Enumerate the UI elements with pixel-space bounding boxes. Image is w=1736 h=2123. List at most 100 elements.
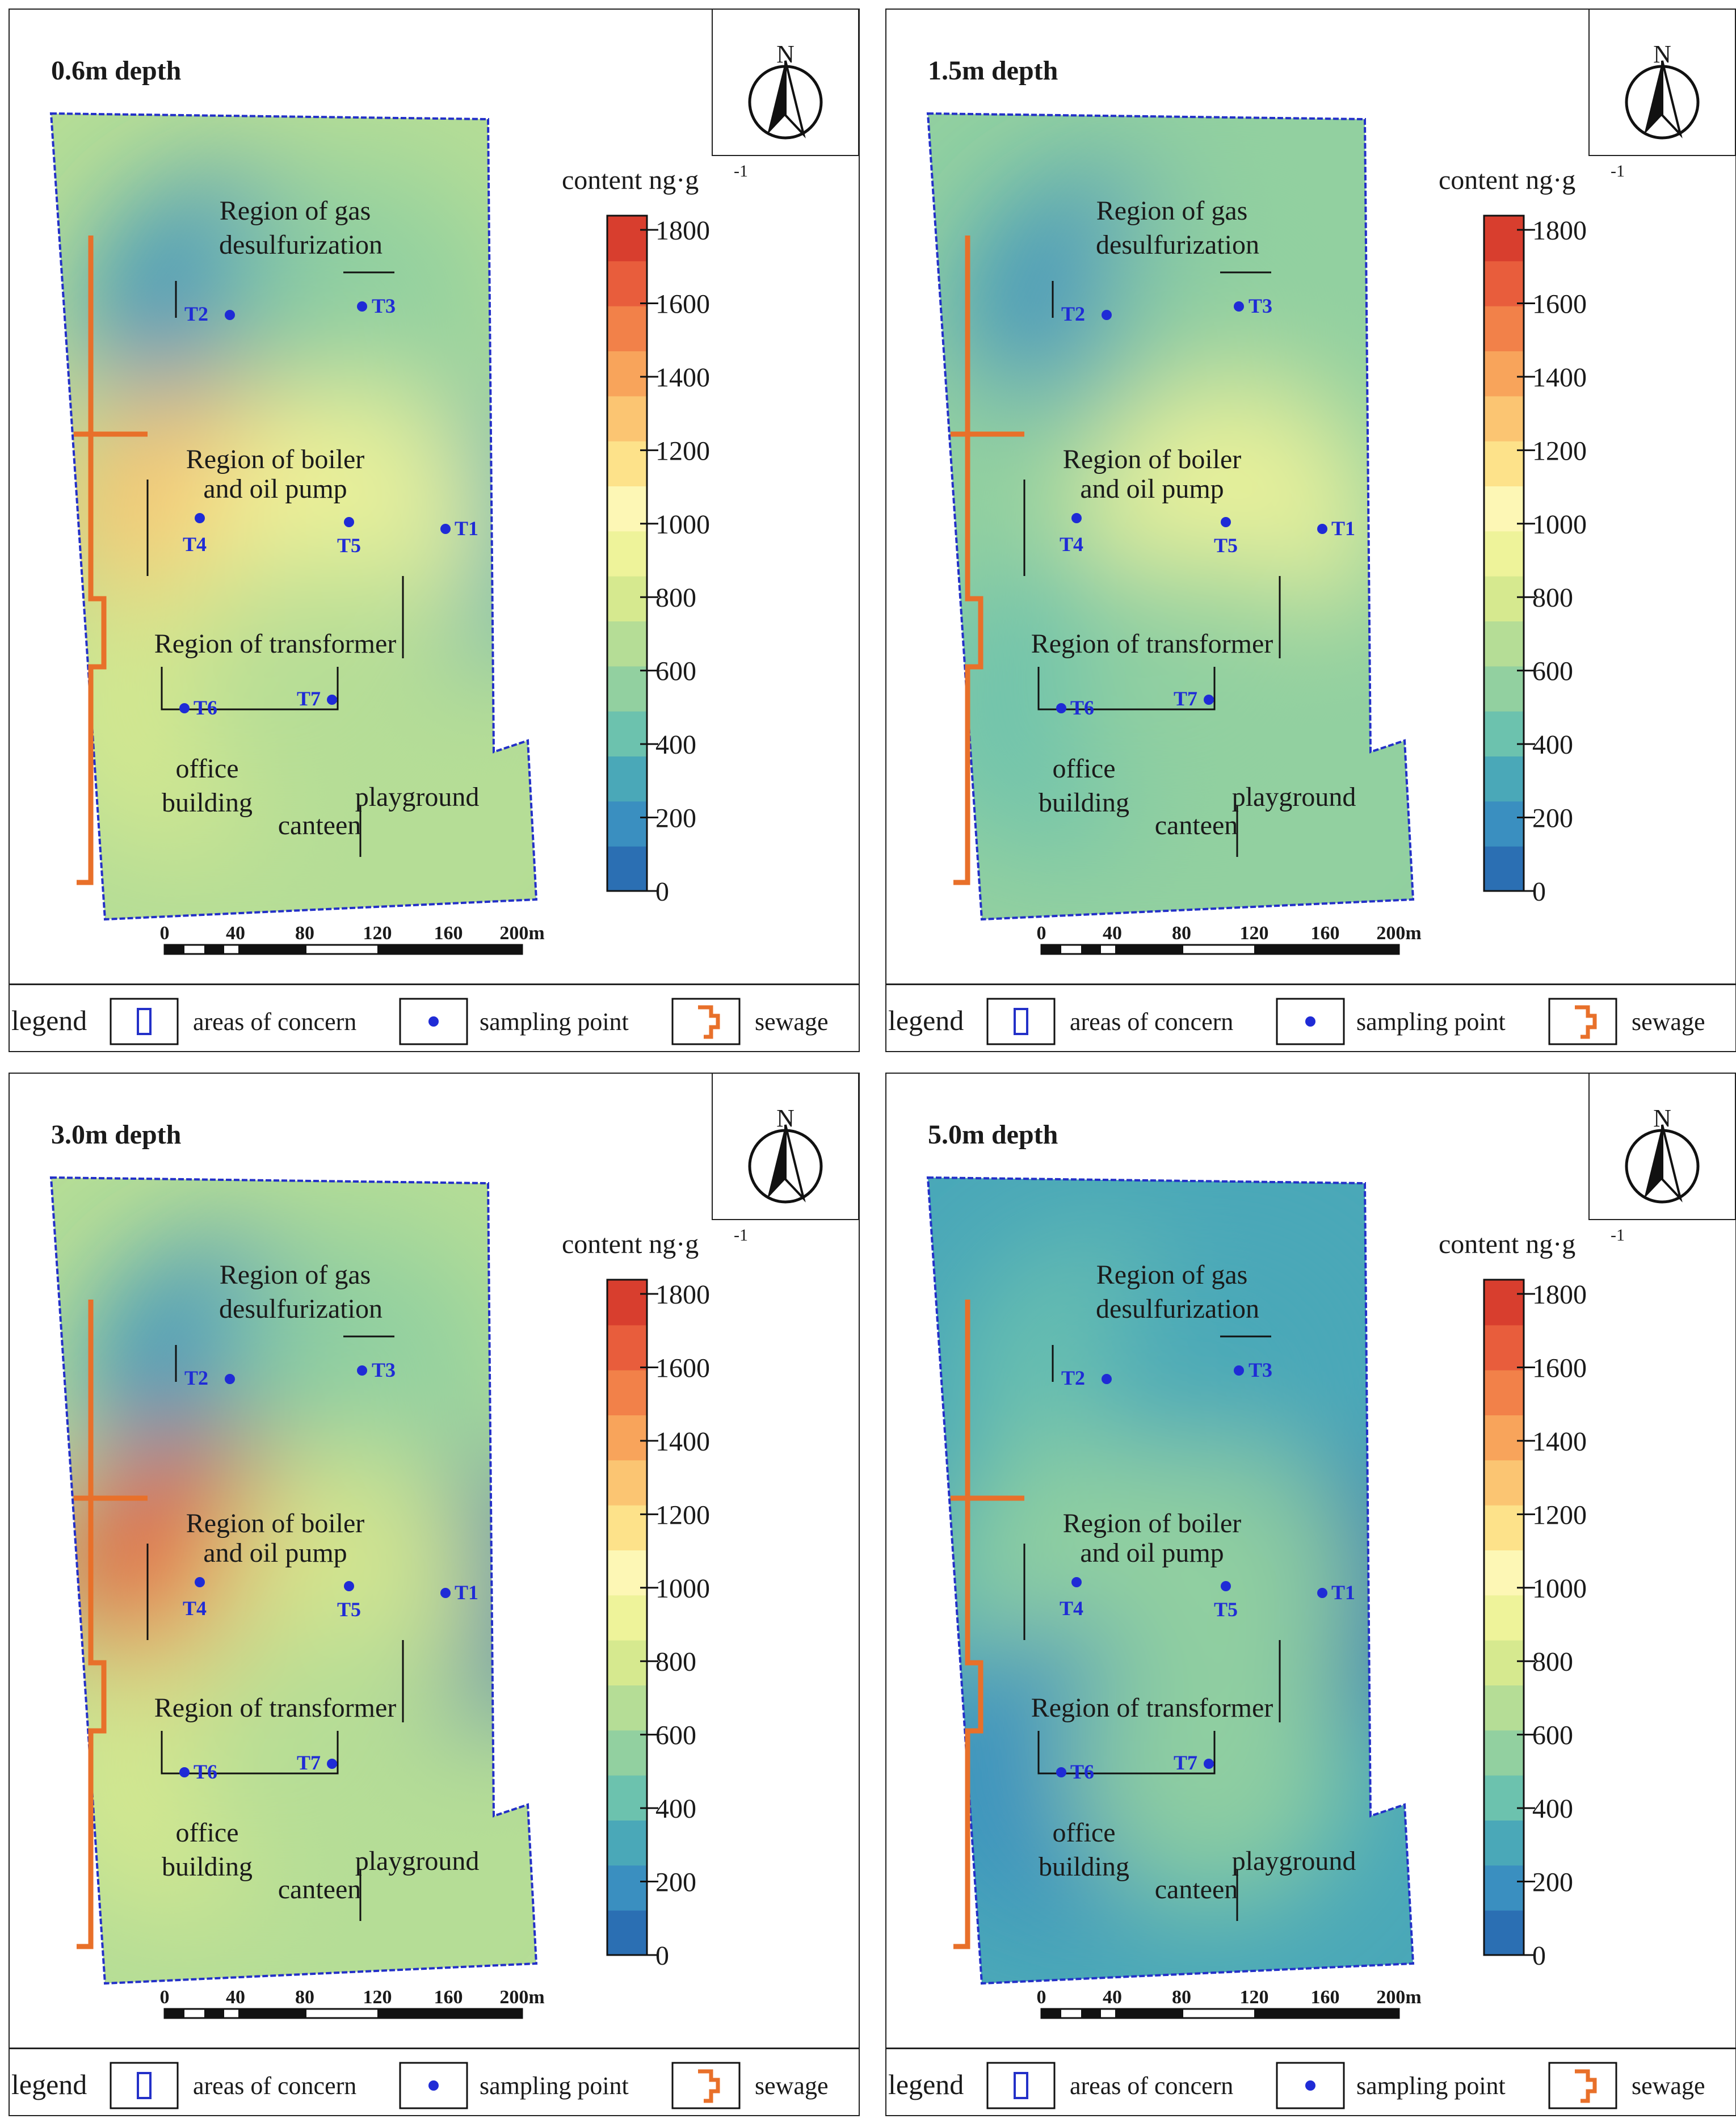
colorbar-band <box>607 1280 647 1326</box>
area-of-concern-icon <box>137 1008 152 1035</box>
legend-sewage-label: sewage <box>1632 1008 1705 1036</box>
colorbar-band <box>1484 396 1524 442</box>
colorbar-band <box>1484 1460 1524 1506</box>
region-gas-label-2: desulfurization <box>1096 230 1259 260</box>
north-box <box>1588 9 1736 156</box>
colorbar-band <box>607 486 647 532</box>
canteen-label: canteen <box>1155 1874 1238 1905</box>
sampling-point-t1 <box>440 1588 451 1598</box>
colorbar-band <box>607 711 647 756</box>
legend-title: legend <box>11 2069 87 2100</box>
sewage-line <box>953 1300 983 1949</box>
region-boiler-label-2: and oil pump <box>1080 1538 1224 1568</box>
region-boiler-label: Region of boiler <box>1063 444 1242 474</box>
scale-bar-segment <box>1081 2009 1101 2018</box>
point-label-t6: T6 <box>194 696 217 719</box>
point-label-t5: T5 <box>337 1598 361 1621</box>
colorbar-tick-label: 400 <box>655 1794 696 1824</box>
colorbar-band <box>607 396 647 442</box>
colorbar-tick-label: 400 <box>1532 1794 1573 1824</box>
region-gas-label: Region of gas <box>220 196 371 226</box>
region-gas-label-2: desulfurization <box>219 1294 382 1324</box>
sampling-point-icon <box>1305 2080 1315 2091</box>
colorbar-band <box>607 351 647 397</box>
colorbar-tick-label: 1800 <box>655 216 710 246</box>
colorbar-band <box>1484 260 1524 306</box>
colorbar-exponent: -1 <box>1611 162 1625 180</box>
north-box <box>712 9 859 156</box>
legend-sewage-label: sewage <box>755 1008 829 1036</box>
sampling-point-t7 <box>327 695 337 705</box>
colorbar-tick-label: 1400 <box>1532 1427 1587 1457</box>
north-arrow-half <box>1661 60 1683 138</box>
map-panel-2: 1.5m depth N Region of gas desulfurization R… <box>885 9 1736 1053</box>
sampling-point-t2 <box>225 310 235 320</box>
colorbar-tick-label: 1000 <box>1532 1574 1587 1604</box>
playground-label: playground <box>1232 782 1356 812</box>
panel-title: 3.0m depth <box>51 1120 181 1150</box>
area-transformer <box>161 667 339 711</box>
scale-label: 40 <box>226 923 245 944</box>
colorbar-title: content ng·g <box>1439 165 1575 195</box>
colorbar-band <box>1484 756 1524 802</box>
sewage-icon <box>698 2069 720 2103</box>
colorbar-band <box>1484 216 1524 262</box>
scale-label: 40 <box>1103 923 1122 944</box>
colorbar-band <box>1484 575 1524 621</box>
point-label-t1: T1 <box>455 1581 478 1604</box>
colorbar-band <box>1484 440 1524 486</box>
legend-areas-label: areas of concern <box>1070 1008 1233 1036</box>
colorbar-tick-label: 1800 <box>655 1280 710 1310</box>
sampling-point-t2 <box>1102 1374 1112 1384</box>
scale-label: 160 <box>1311 1987 1340 2008</box>
site-outline <box>49 112 538 921</box>
colorbar-band <box>1484 1325 1524 1371</box>
area-transformer <box>161 1731 339 1775</box>
scale-label: 80 <box>1172 1987 1191 2008</box>
point-label-t3: T3 <box>372 295 396 317</box>
sampling-point-t1 <box>1317 524 1327 534</box>
concentration-field <box>928 1178 1413 1983</box>
north-arrow-half <box>1661 1124 1683 1203</box>
concentration-field <box>51 1178 536 1983</box>
sampling-point-t3 <box>357 301 367 312</box>
colorbar-band <box>1484 1775 1524 1821</box>
sampling-point-icon <box>428 1016 439 1027</box>
region-gas-label: Region of gas <box>1096 1260 1248 1290</box>
legend-sampling-label: sampling point <box>480 2072 629 2100</box>
point-label-t2: T2 <box>184 302 208 325</box>
site-outline <box>926 1176 1415 1985</box>
colorbar-tick-label: 1800 <box>1532 1280 1587 1310</box>
legend-sampling-box <box>1276 998 1345 1045</box>
colorbar-title: content ng·g <box>562 165 699 195</box>
sampling-point-t5 <box>1221 517 1231 527</box>
scale-bar-segment <box>238 945 306 954</box>
colorbar-tick-label: 600 <box>1532 657 1573 687</box>
legend-frame <box>885 2048 1736 2116</box>
point-label-t5: T5 <box>1214 1598 1238 1621</box>
sampling-point-t3 <box>1234 1365 1244 1376</box>
colorbar-band <box>1484 1910 1524 1956</box>
site-outline <box>49 1176 538 1985</box>
map-panel-3: 3.0m depth N Region of gas desulfurization R… <box>9 1073 860 2117</box>
colorbar-band <box>607 801 647 847</box>
legend-title: legend <box>888 2069 964 2100</box>
scale-label: 200m <box>1376 923 1421 944</box>
office-label: office <box>1052 754 1115 784</box>
colorbar-frame <box>1483 1279 1525 1956</box>
sewage-icon <box>1575 2069 1597 2103</box>
sampling-point-icon <box>428 2080 439 2091</box>
colorbar-tick-label: 1600 <box>655 1353 710 1383</box>
colorbar-tick-label: 1400 <box>1532 363 1587 393</box>
colorbar-band <box>607 1865 647 1911</box>
office-label: office <box>175 1818 238 1848</box>
scale-bar-segment <box>1115 945 1183 954</box>
point-label-t4: T4 <box>1060 1597 1083 1620</box>
sampling-point-t6 <box>1056 1767 1066 1777</box>
scale-label: 200m <box>1376 1987 1421 2008</box>
colorbar-band <box>1484 1639 1524 1685</box>
legend-areas-box <box>986 998 1056 1045</box>
sampling-point-t4 <box>1071 513 1082 523</box>
colorbar-band <box>1484 1415 1524 1461</box>
